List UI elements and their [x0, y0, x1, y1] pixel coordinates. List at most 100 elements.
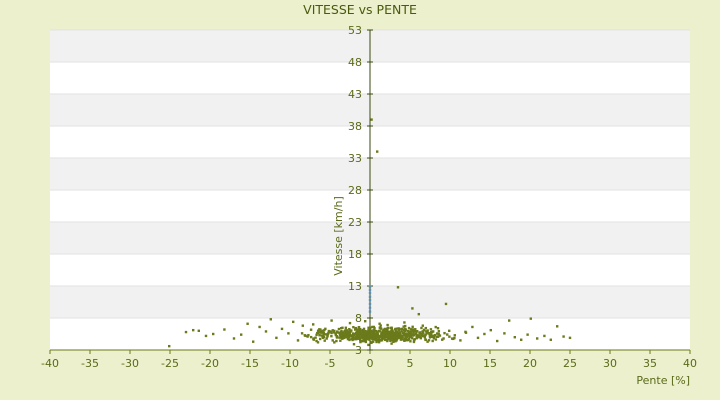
data-point	[382, 334, 385, 338]
data-point	[368, 327, 371, 331]
data-point	[372, 325, 376, 329]
data-point	[379, 324, 382, 327]
data-point	[390, 332, 393, 336]
data-point	[315, 339, 318, 343]
data-point	[371, 325, 374, 329]
data-point	[346, 337, 350, 341]
data-point	[389, 330, 392, 334]
data-point	[436, 327, 440, 330]
data-point	[394, 336, 398, 340]
data-point	[416, 336, 420, 339]
data-point	[342, 336, 346, 339]
data-point	[322, 331, 325, 334]
data-point	[336, 331, 339, 334]
data-point	[371, 340, 375, 343]
data-point	[436, 335, 440, 338]
data-point	[367, 329, 370, 332]
data-point	[400, 335, 403, 339]
data-point	[483, 332, 486, 336]
data-point	[367, 337, 371, 341]
data-point	[348, 338, 351, 342]
data-point	[405, 337, 408, 340]
data-point	[446, 333, 449, 336]
data-point	[364, 340, 368, 344]
data-point	[372, 332, 376, 335]
x-tick-label: 10	[443, 357, 457, 370]
data-point	[312, 337, 315, 341]
data-point	[330, 319, 333, 322]
data-point	[307, 333, 310, 337]
data-point	[258, 325, 261, 329]
data-point	[396, 336, 399, 340]
data-point	[411, 325, 414, 329]
data-point	[402, 328, 406, 332]
data-point	[408, 331, 412, 334]
data-point	[315, 333, 318, 336]
data-points	[168, 118, 572, 348]
data-point	[362, 327, 366, 331]
data-point	[333, 329, 336, 333]
data-point	[309, 328, 313, 331]
data-point	[373, 336, 377, 340]
x-tick-label: -5	[325, 357, 336, 370]
data-point	[322, 332, 326, 336]
data-point	[437, 332, 440, 336]
data-point	[321, 329, 324, 332]
data-point	[323, 328, 326, 332]
data-point	[345, 331, 349, 335]
data-point	[444, 302, 448, 306]
data-point	[437, 330, 441, 333]
data-point	[386, 333, 390, 336]
data-point	[411, 307, 414, 310]
data-point	[348, 327, 351, 331]
x-tick-label: -15	[241, 357, 259, 370]
data-point	[324, 327, 327, 331]
data-point	[438, 334, 442, 337]
data-point	[397, 328, 401, 332]
x-tick-label: -20	[201, 357, 219, 370]
x-tick-label: -35	[81, 357, 99, 370]
x-tick-label: 35	[643, 357, 657, 370]
data-point	[386, 339, 389, 343]
data-point	[335, 335, 338, 338]
data-point	[403, 321, 406, 324]
data-point	[354, 328, 357, 331]
data-point	[355, 337, 358, 341]
data-point	[377, 340, 381, 344]
data-point	[386, 337, 390, 340]
data-point	[407, 326, 411, 330]
data-point	[420, 334, 424, 337]
data-point	[312, 323, 315, 326]
x-tick-label: -25	[161, 357, 179, 370]
x-tick-label: 40	[683, 357, 697, 370]
data-point	[361, 337, 365, 340]
y-tick-label: 53	[348, 24, 362, 37]
data-point	[432, 330, 435, 333]
data-point	[378, 326, 382, 329]
data-point	[382, 337, 386, 340]
data-point	[361, 335, 364, 338]
data-point	[338, 331, 341, 334]
data-point	[375, 340, 378, 344]
data-point	[422, 328, 426, 332]
data-point	[386, 326, 390, 330]
data-point	[403, 324, 407, 328]
data-point	[367, 326, 370, 329]
data-point	[339, 339, 342, 342]
data-point	[412, 328, 415, 331]
data-point	[378, 337, 381, 340]
data-point	[403, 334, 407, 337]
data-point	[223, 328, 226, 331]
data-point	[496, 339, 499, 343]
data-point	[392, 340, 395, 344]
x-tick-label: 20	[523, 357, 537, 370]
data-point	[402, 333, 406, 337]
data-point	[410, 333, 414, 337]
data-point	[352, 343, 356, 346]
data-point	[418, 335, 422, 339]
data-point-highlight	[368, 295, 372, 299]
data-point	[408, 337, 411, 341]
data-point	[410, 329, 414, 333]
data-point	[357, 332, 360, 335]
data-point	[332, 331, 336, 334]
